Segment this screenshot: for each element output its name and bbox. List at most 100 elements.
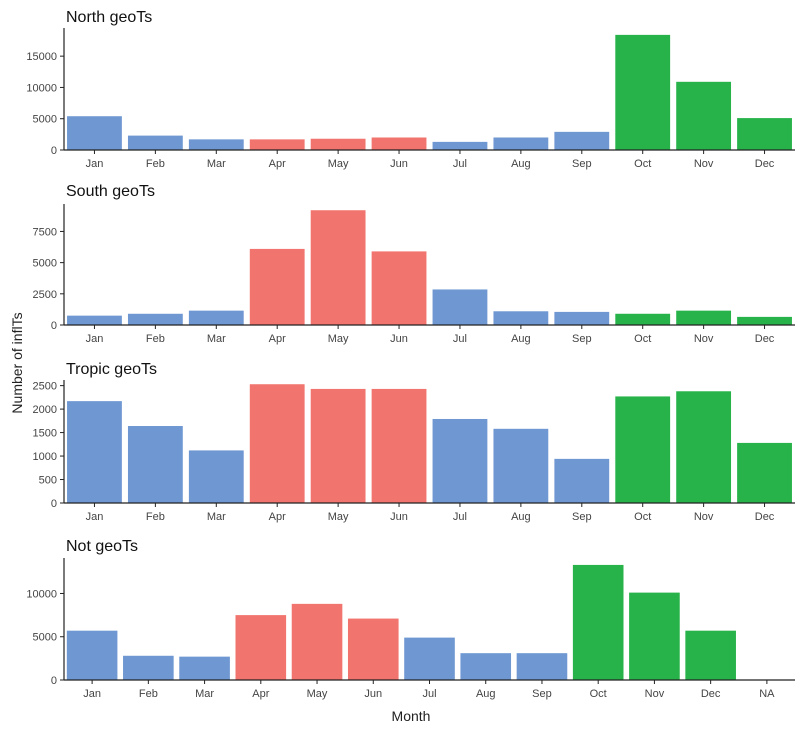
bar-apr xyxy=(249,139,305,150)
bar-aug xyxy=(493,428,549,503)
x-tick-label: Jan xyxy=(86,333,104,345)
x-tick-label: Sep xyxy=(572,511,592,523)
panel-1: North geoTs Jan Feb Mar Apr May Jun Jul Aug Sep Oc… xyxy=(26,9,795,170)
x-tick-label: Aug xyxy=(511,511,531,523)
bar-oct xyxy=(572,564,624,680)
bar-jul xyxy=(404,637,455,680)
bar-dec xyxy=(737,442,792,503)
x-tick-label: Jan xyxy=(86,511,104,523)
bar-feb xyxy=(127,313,183,325)
x-tick-label: Sep xyxy=(572,333,592,345)
x-tick-label: Jan xyxy=(83,688,101,700)
y-tick-label: 15000 xyxy=(26,51,57,63)
bar-mar xyxy=(188,139,244,150)
bar-may xyxy=(291,603,343,680)
bar-dec xyxy=(737,118,792,150)
x-tick-label: Jan xyxy=(86,158,104,170)
bar-jul xyxy=(432,289,488,325)
y-tick-label: 5000 xyxy=(33,258,57,270)
y-tick-label: 7500 xyxy=(33,226,57,238)
x-tick-label: May xyxy=(328,511,349,523)
y-tick-label: 1500 xyxy=(33,428,57,440)
y-tick-label: 0 xyxy=(51,675,57,687)
bar-jan xyxy=(67,315,122,325)
x-tick-label: May xyxy=(307,688,328,700)
bar-jul xyxy=(432,418,488,503)
bar-aug xyxy=(460,653,512,680)
x-tick-label: Oct xyxy=(634,511,651,523)
bar-aug xyxy=(493,137,549,150)
bar-nov xyxy=(676,81,732,150)
bar-mar xyxy=(188,450,244,503)
x-tick-label: Apr xyxy=(269,511,286,523)
bar-jul xyxy=(432,141,488,150)
bar-nov xyxy=(676,310,732,325)
bar-sep xyxy=(516,653,568,680)
bar-jan xyxy=(67,401,122,503)
bar-dec xyxy=(737,316,792,325)
y-tick-label: 0 xyxy=(51,498,57,510)
bar-nov xyxy=(629,592,680,680)
x-tick-label: Aug xyxy=(476,688,496,700)
y-tick-label: 2500 xyxy=(33,381,57,393)
x-tick-label: Sep xyxy=(532,688,552,700)
x-tick-label: Mar xyxy=(195,688,214,700)
x-tick-label: Apr xyxy=(252,688,269,700)
bar-sep xyxy=(554,311,610,325)
y-tick-label: 0 xyxy=(51,145,57,157)
bar-jan xyxy=(67,116,122,150)
x-tick-label: Nov xyxy=(645,688,665,700)
x-tick-label: Feb xyxy=(146,158,165,170)
x-tick-label: Jun xyxy=(390,333,408,345)
bar-oct xyxy=(615,396,671,503)
bar-may xyxy=(310,138,366,150)
x-tick-label: Mar xyxy=(207,158,226,170)
x-tick-label: Feb xyxy=(139,688,158,700)
x-tick-label: Jun xyxy=(390,158,408,170)
x-tick-label: Feb xyxy=(146,511,165,523)
panel-3: Tropic geoTs Jan Feb Mar Apr May Jun Jul Aug Sep O… xyxy=(33,361,795,523)
x-tick-label: Oct xyxy=(634,158,651,170)
bar-jun xyxy=(371,251,427,325)
y-axis-title: Number of inflTs xyxy=(9,312,25,413)
panel-title: Tropic geoTs xyxy=(66,361,157,378)
bar-feb xyxy=(127,426,183,503)
x-tick-label: Dec xyxy=(755,511,775,523)
bar-sep xyxy=(554,458,610,503)
bar-dec xyxy=(685,630,736,680)
x-tick-label: Mar xyxy=(207,333,226,345)
x-tick-label: Oct xyxy=(634,333,651,345)
x-tick-label: Mar xyxy=(207,511,226,523)
y-tick-label: 1000 xyxy=(33,451,57,463)
panel-title: North geoTs xyxy=(66,9,152,26)
bar-jun xyxy=(347,618,399,680)
y-tick-label: 10000 xyxy=(26,588,57,600)
x-tick-label: Aug xyxy=(511,158,531,170)
x-tick-label: Jul xyxy=(422,688,436,700)
panel-title: Not geoTs xyxy=(66,538,138,555)
x-tick-label: Apr xyxy=(269,333,286,345)
x-tick-label: Jun xyxy=(390,511,408,523)
x-tick-label: Jun xyxy=(364,688,382,700)
bar-apr xyxy=(249,384,305,503)
bar-jan xyxy=(66,630,118,680)
x-tick-label: May xyxy=(328,158,349,170)
x-tick-label: Dec xyxy=(701,688,721,700)
bar-oct xyxy=(615,34,671,150)
x-tick-label: NA xyxy=(759,688,775,700)
x-tick-label: Apr xyxy=(269,158,286,170)
bar-may xyxy=(310,210,366,325)
panel-4: Not geoTs Jan Feb Mar Apr May Jun Jul Aug Sep Oct N… xyxy=(26,538,795,700)
x-tick-label: Dec xyxy=(755,333,775,345)
x-tick-label: Aug xyxy=(511,333,531,345)
x-tick-label: Jul xyxy=(453,158,467,170)
x-axis-title: Month xyxy=(392,708,431,724)
bar-oct xyxy=(615,313,671,325)
y-tick-label: 5000 xyxy=(33,114,57,126)
x-tick-label: Dec xyxy=(755,158,775,170)
bar-may xyxy=(310,388,366,503)
bar-feb xyxy=(127,135,183,150)
x-tick-label: May xyxy=(328,333,349,345)
